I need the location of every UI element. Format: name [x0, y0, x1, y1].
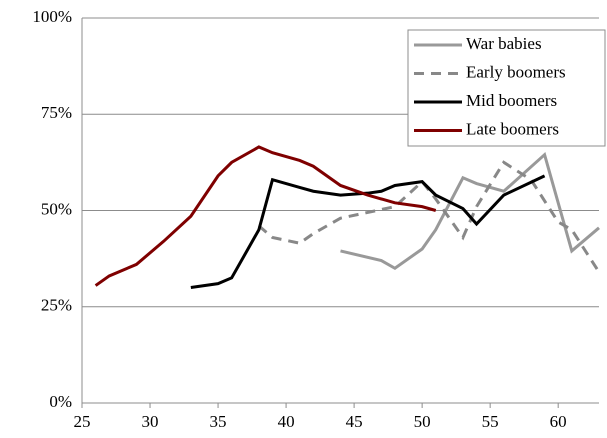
x-tick-label: 35 [210, 412, 227, 431]
y-tick-label: 25% [41, 296, 72, 315]
x-tick-label: 25 [74, 412, 91, 431]
y-tick-label: 0% [49, 392, 72, 411]
legend-label: War babies [466, 34, 542, 53]
legend-label: Early boomers [466, 62, 566, 81]
series-line [190, 174, 546, 289]
x-tick-label: 60 [550, 412, 567, 431]
x-tick-label: 55 [482, 412, 499, 431]
y-tick-label: 75% [41, 103, 72, 122]
legend-label: Mid boomers [466, 91, 557, 110]
x-tick-label: 40 [278, 412, 295, 431]
series-line [94, 145, 437, 287]
legend-label: Late boomers [466, 119, 559, 138]
series-line [257, 160, 601, 273]
series-line [340, 151, 600, 271]
legend-box [407, 29, 606, 147]
y-tick-label: 100% [32, 7, 72, 26]
y-tick-label: 50% [41, 199, 72, 218]
x-tick-label: 50 [414, 412, 431, 431]
x-tick-label: 30 [142, 412, 159, 431]
x-tick-label: 45 [346, 412, 363, 431]
